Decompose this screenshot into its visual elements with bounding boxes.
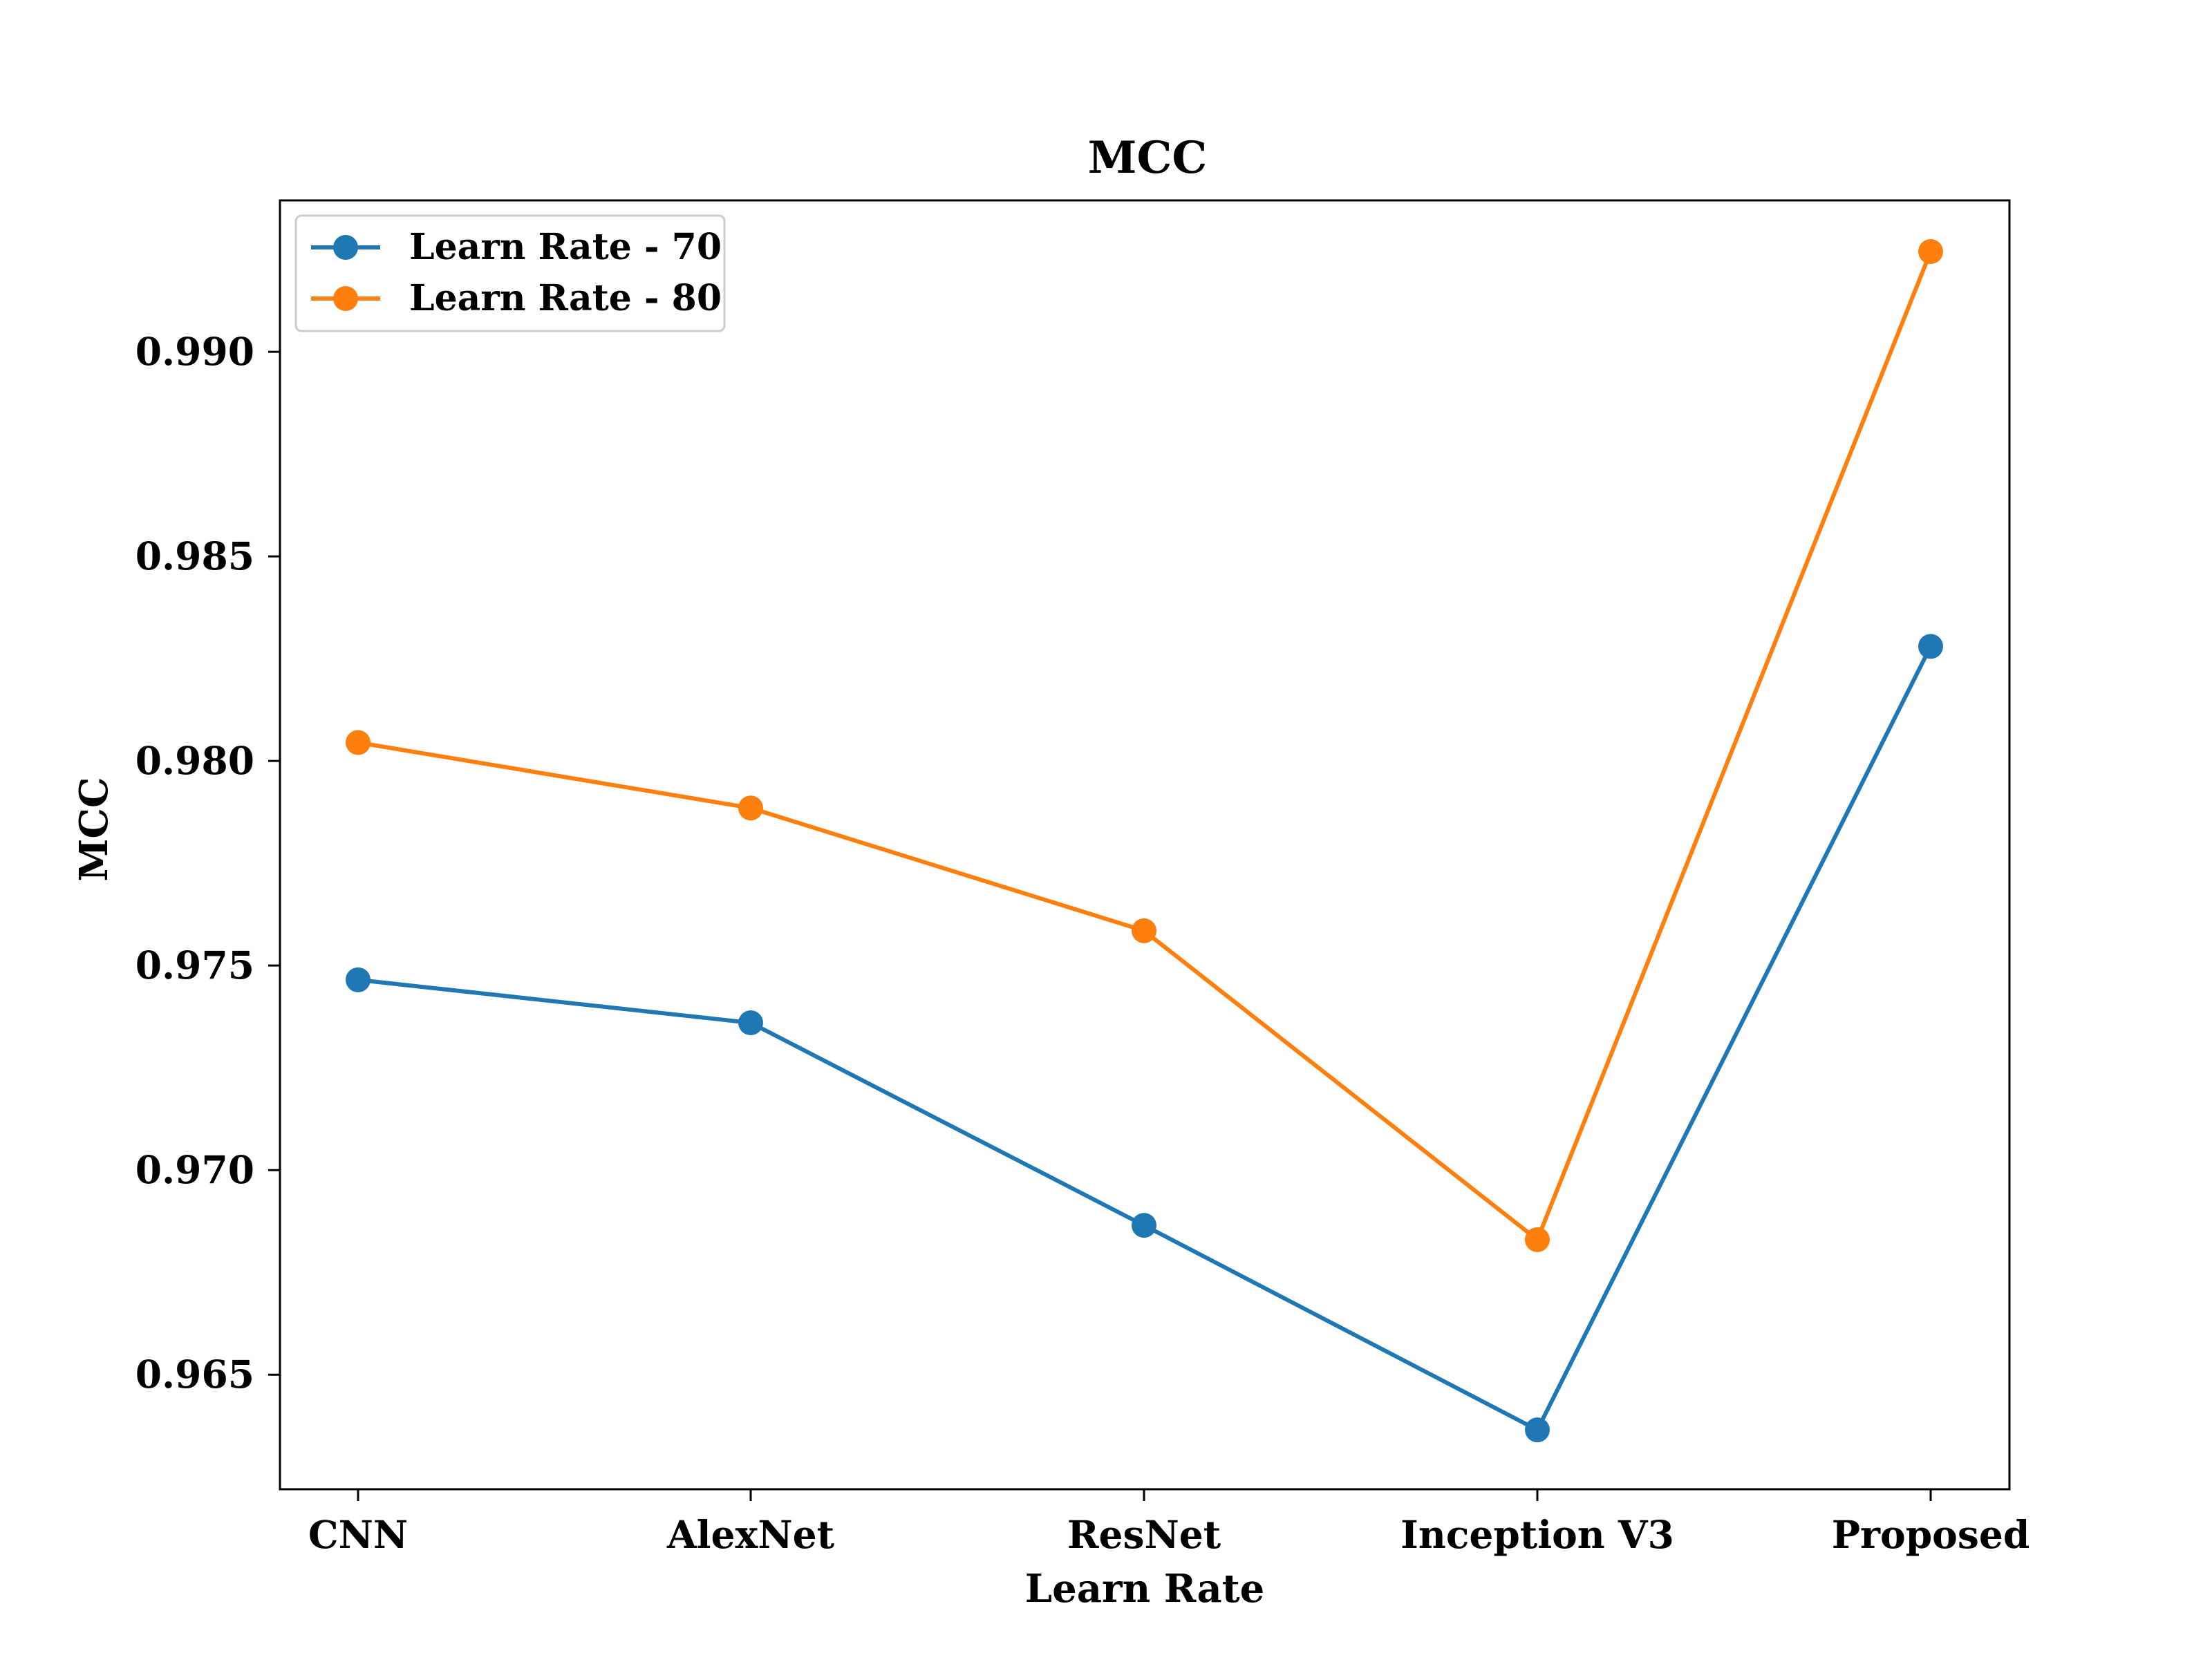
legend-marker-1 — [333, 235, 358, 260]
y-tick-label: 0.970 — [135, 1147, 254, 1192]
data-point — [1132, 1213, 1156, 1238]
x-tick-label: Inception V3 — [1400, 1512, 1674, 1557]
x-tick-label: CNN — [308, 1512, 408, 1557]
legend-label-1: Learn Rate - 70 — [409, 226, 722, 268]
x-tick-label: AlexNet — [666, 1512, 835, 1557]
data-point — [738, 1010, 763, 1036]
data-point — [1525, 1227, 1550, 1252]
x-axis-label: Learn Rate — [1025, 1566, 1265, 1612]
x-tick-label: Proposed — [1832, 1512, 2030, 1557]
legend: Learn Rate - 70 Learn Rate - 80 — [294, 214, 726, 332]
y-axis-ticks: 0.965 0.970 0.975 0.980 0.985 0.990 — [135, 329, 280, 1397]
legend-marker-2 — [333, 286, 358, 311]
x-tick-label: ResNet — [1067, 1512, 1221, 1557]
chart-title: MCC — [1088, 132, 1208, 184]
data-point — [738, 795, 763, 821]
data-point — [346, 730, 371, 755]
data-point — [1525, 1417, 1550, 1443]
y-tick-label: 0.975 — [135, 943, 254, 988]
legend-box — [294, 214, 726, 332]
y-tick-label: 0.990 — [135, 329, 254, 374]
data-point — [1918, 634, 1943, 659]
data-point — [1132, 918, 1156, 943]
series-layer — [346, 239, 1943, 1443]
plot-area-frame — [279, 199, 2011, 1491]
legend-label-2: Learn Rate - 80 — [409, 277, 722, 319]
y-tick-label: 0.980 — [135, 738, 254, 783]
y-tick-label: 0.985 — [135, 533, 254, 578]
data-point — [1918, 239, 1943, 265]
y-axis-label: MCC — [71, 777, 117, 881]
data-point — [346, 967, 371, 992]
y-tick-label: 0.965 — [135, 1352, 254, 1397]
x-axis-ticks: CNN AlexNet ResNet Inception V3 Proposed — [308, 1489, 2030, 1557]
